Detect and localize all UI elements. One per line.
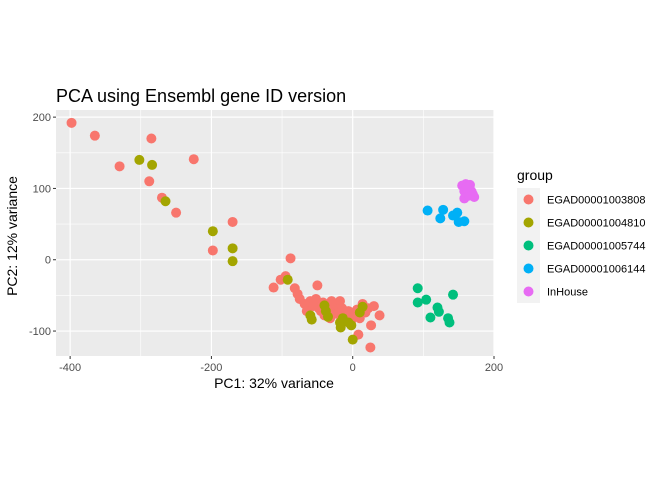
legend-swatch — [523, 240, 534, 251]
legend-label: EGAD00001005744 — [547, 241, 645, 253]
data-point — [227, 216, 238, 227]
data-point — [422, 205, 433, 216]
legend-swatch — [523, 286, 534, 297]
data-point — [282, 274, 293, 285]
x-tick-label: -200 — [200, 362, 222, 374]
data-point — [268, 282, 279, 293]
data-point — [461, 182, 472, 193]
y-tick-label: -100 — [29, 326, 51, 338]
data-point — [365, 342, 376, 353]
data-point — [366, 320, 377, 331]
data-point — [306, 314, 317, 325]
chart-title: PCA using Ensembl gene ID version — [56, 86, 346, 106]
data-point — [444, 317, 455, 328]
grid-major — [56, 110, 495, 356]
series-egad00001004810 — [134, 154, 368, 345]
legend-label: EGAD00001006144 — [547, 264, 645, 276]
series-inhouse — [457, 179, 480, 204]
legend-swatch — [523, 263, 534, 274]
data-point — [433, 306, 444, 317]
data-point — [374, 310, 385, 321]
legend: group EGAD00001003808 EGAD00001004810 EGAD… — [517, 167, 645, 303]
y-tick-label: 100 — [33, 183, 51, 195]
data-point — [188, 154, 199, 165]
legend-swatch — [523, 194, 534, 205]
x-tick-label: -400 — [59, 362, 81, 374]
plot-panel — [56, 110, 494, 356]
data-point — [335, 322, 346, 333]
data-point — [285, 253, 296, 264]
y-tick-label: 200 — [33, 112, 51, 124]
data-point — [343, 317, 354, 328]
data-point — [207, 245, 218, 256]
data-point — [322, 311, 333, 322]
data-point — [227, 243, 238, 254]
data-point — [347, 334, 358, 345]
data-point — [412, 283, 423, 294]
data-point — [459, 216, 470, 227]
data-point — [435, 213, 446, 224]
data-point — [207, 226, 218, 237]
series-egad00001006144 — [422, 204, 470, 227]
legend-label: InHouse — [547, 287, 588, 299]
data-point — [438, 204, 449, 215]
data-point — [368, 301, 379, 312]
legend-label: EGAD00001003808 — [547, 195, 645, 207]
y-tick-label: 0 — [45, 255, 51, 267]
data-point — [412, 297, 423, 308]
legend-label: EGAD00001004810 — [547, 218, 645, 230]
data-point — [89, 130, 100, 141]
data-point — [452, 207, 463, 218]
x-tick-label: 0 — [350, 362, 356, 374]
data-point — [312, 280, 323, 291]
grid-minor — [56, 110, 494, 356]
axis-ticks: -400 -200 0 200 -100 0 100 200 — [29, 112, 503, 374]
data-point — [421, 294, 432, 305]
data-point — [114, 161, 125, 172]
legend-swatch — [523, 217, 534, 228]
series-egad00001005744 — [412, 283, 459, 328]
legend-title: group — [517, 167, 553, 183]
data-point — [464, 190, 475, 201]
data-point — [227, 256, 238, 267]
data-point — [134, 154, 145, 165]
data-point — [171, 207, 182, 218]
data-point — [147, 159, 158, 170]
x-axis-title: PC1: 32% variance — [214, 375, 334, 391]
data-point — [146, 133, 157, 144]
data-point — [66, 117, 77, 128]
data-point — [448, 289, 459, 300]
data-point — [425, 312, 436, 323]
y-axis-title: PC2: 12% variance — [4, 176, 20, 296]
data-point — [160, 196, 171, 207]
data-point — [357, 301, 368, 312]
data-points — [66, 117, 480, 353]
data-point — [144, 176, 155, 187]
data-point — [319, 300, 330, 311]
x-tick-label: 200 — [485, 362, 503, 374]
